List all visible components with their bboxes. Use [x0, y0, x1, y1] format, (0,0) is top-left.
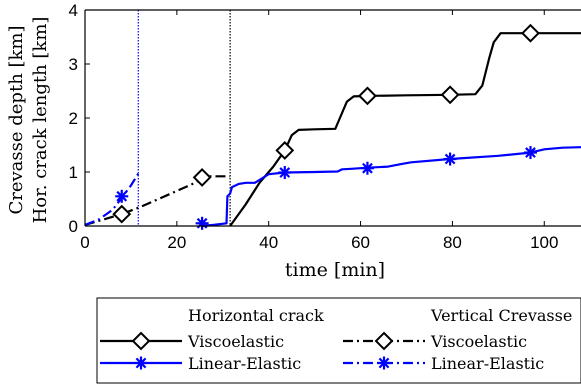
series-line	[84, 173, 140, 226]
legend-entry: Viscoelastic	[343, 331, 527, 351]
legend-entry: Viscoelastic	[100, 331, 284, 351]
asterisk-marker	[134, 356, 148, 370]
asterisk-marker	[523, 146, 537, 160]
y-tick-label: 2	[69, 109, 78, 128]
series-line	[201, 146, 581, 228]
series-line	[229, 32, 581, 227]
diamond-marker	[275, 140, 295, 160]
x-tick-label: 100	[530, 233, 558, 252]
legend-entry: Linear-Elastic	[100, 354, 301, 373]
x-tick-label: 40	[259, 233, 278, 252]
y-axis-label-2: Hor. crack length [km]	[30, 17, 51, 224]
diamond-marker	[112, 204, 132, 224]
series-line	[84, 175, 231, 226]
diamond-marker	[192, 167, 212, 187]
diamond-marker	[440, 85, 460, 105]
asterisk-marker	[443, 152, 457, 166]
y-tick-label: 0	[69, 217, 78, 236]
y-tick-label: 1	[69, 163, 78, 182]
legend-heading-horizontal: Horizontal crack	[188, 306, 324, 325]
diamond-marker	[131, 331, 151, 351]
asterisk-marker	[377, 356, 391, 370]
legend-entries: Viscoelastic Viscoelastic Linear-Elastic Li…	[100, 331, 544, 373]
series-1	[195, 146, 581, 230]
legend-entry: Linear-Elastic	[343, 354, 544, 373]
y-axis-label-1: Crevasse depth [km]	[6, 25, 27, 214]
series-0	[229, 23, 581, 227]
asterisk-marker	[278, 166, 292, 180]
x-tick-label: 0	[80, 233, 89, 252]
legend-label: Viscoelastic	[430, 332, 527, 351]
plot-area: 0 20 40 60 80 100 0 1 2 3 4	[69, 1, 581, 252]
y-tick-label: 4	[69, 1, 78, 20]
legend-label: Linear-Elastic	[431, 354, 544, 373]
asterisk-marker	[195, 216, 209, 230]
legend: Horizontal crack Vertical Crevasse Visco…	[96, 297, 581, 384]
series-3	[84, 173, 140, 226]
asterisk-marker	[360, 161, 374, 175]
diamond-marker	[374, 331, 394, 351]
legend-label: Viscoelastic	[187, 332, 284, 351]
y-tick-label: 3	[69, 55, 78, 74]
x-tick-label: 20	[167, 233, 186, 252]
x-tick-label: 80	[443, 233, 462, 252]
diamond-marker	[358, 86, 377, 106]
x-axis-label: time [min]	[285, 259, 385, 281]
diamond-marker	[521, 23, 540, 43]
legend-label: Linear-Elastic	[188, 354, 301, 373]
x-tick-label: 60	[351, 233, 370, 252]
asterisk-marker	[115, 189, 129, 203]
series-2	[84, 167, 231, 226]
legend-heading-vertical: Vertical Crevasse	[430, 306, 572, 325]
